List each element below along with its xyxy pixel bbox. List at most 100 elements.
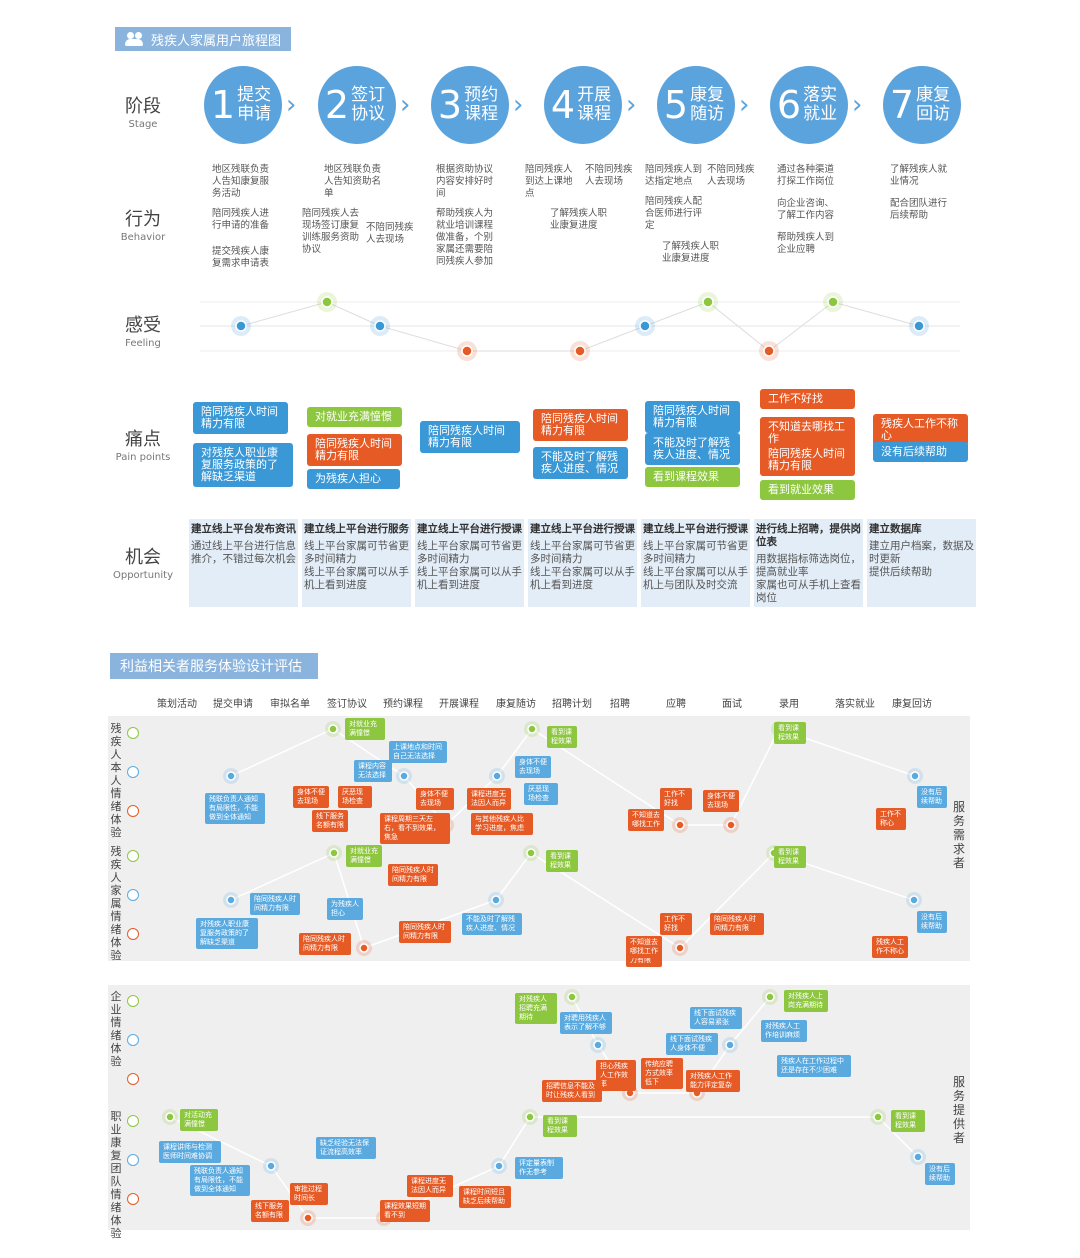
emotion-point [399,771,409,781]
emotion-note: 线下服务名额有限 [251,1200,289,1222]
emotion-note: 看到课程效果 [774,722,806,744]
behavior-text: 通过各种渠道打探工作岗位 [777,164,835,187]
eval-title: 利益相关者服务体验设计评估 [120,659,302,675]
eval-column-header: 提交申请 [213,699,253,710]
stage-name: 预约课程 [464,85,499,124]
neutral-face-icon [127,1034,139,1046]
side-label-demand: 服务需求者 [953,800,966,870]
behavior-text: 陪同残疾人配合医师进行评定 [645,196,703,231]
arrow-icon: › [400,90,411,120]
pain-point: 看到课程效果 [645,467,740,487]
emotion-note: 与其他残疾人比学习进度，焦虑 [471,813,533,835]
stage-number: 2 [324,83,350,127]
emotion-note: 工作不好找 [660,788,692,810]
pain-point: 对就业充满憧憬 [307,407,402,427]
emotion-note: 课程效果短期看不到 [380,1200,430,1222]
emotion-note: 陪同残疾人时间精力有限 [299,933,351,955]
emotion-note: 看到课程效果 [891,1110,925,1132]
emotion-note: 担心残疾人工作效率 [596,1060,636,1091]
opportunity-text: 线上平台家属可节省更多时间精力 线上平台家属可以从手机上与团队及时交流 [643,540,748,591]
stage-5: 5 康复随访 [657,66,735,144]
emotion-note: 对残疾人上岗充满期待 [784,990,828,1012]
opportunity-heading: 进行线上招聘，提供岗位表 [756,523,861,548]
feeling-point [461,345,473,357]
eval-column-header: 应聘 [666,699,686,710]
emotion-note: 看到课程效果 [774,846,806,868]
emotion-point [303,1213,313,1223]
emotion-point [593,1040,603,1050]
emotion-point [492,771,502,781]
emotion-note: 身体不便去现场 [293,786,329,808]
arrow-icon: › [286,90,297,120]
feeling-point [235,320,247,332]
emotion-point [359,943,369,953]
neutral-face-icon [127,889,139,901]
behavior-text: 陪同残疾人去现场签订康复训练服务资助协议 [302,208,360,255]
emotion-note: 课程时间短且缺乏后续帮助 [459,1186,511,1208]
arrow-icon: › [626,90,637,120]
eval-column-header: 康复回访 [892,699,932,710]
emotion-note: 为残疾人担心 [327,898,363,920]
eval-column-header: 签订协议 [327,699,367,710]
users-icon [125,32,145,46]
emotion-note: 看到课程效果 [547,726,577,748]
opportunity-heading: 建立线上平台进行服务 [304,523,409,535]
pain-point: 残疾人工作不称心 [873,414,968,446]
opportunity-text: 用数据指标筛选岗位，提高就业率 家属也可从手机上查看岗位 [756,553,861,604]
emotion-point [909,895,919,905]
emotion-note: 传统应聘方式效率低下 [641,1058,683,1089]
emotion-note: 残疾人工作不称心 [872,936,908,958]
eval-column-header: 落实就业 [835,699,875,710]
stage-name: 签订协议 [351,85,386,124]
emotion-point [725,1040,735,1050]
side-label-provider: 服务提供者 [953,1075,966,1145]
emotion-note: 线下面试残疾人容易紧张 [690,1007,742,1029]
stage-name: 落实就业 [803,85,838,124]
feeling-point [574,345,586,357]
lane-label: 残疾人家属情绪体验 [110,845,122,962]
stage-number: 5 [663,83,689,127]
emotion-note: 厌恶现场检查 [524,783,558,805]
eval-title-bar: 利益相关者服务体验设计评估 [110,653,318,679]
emotion-curve [230,851,915,949]
arrow-icon: › [852,90,863,120]
behavior-text: 根据资助协议内容安排好时间 [436,164,494,199]
emotion-note: 对残疾人工作能力评定复杂 [686,1070,740,1092]
feeling-line [240,301,920,352]
journey-title: 残疾人家属用户旅程图 [151,33,282,49]
emotion-note: 不知道去哪找工作 [626,936,662,958]
emotion-point [527,724,537,734]
emotion-note: 工作不好找 [660,913,692,935]
emotion-point [726,820,736,830]
emotion-point [913,1152,923,1162]
emotion-note: 线下面试残疾人身体不便 [666,1033,718,1055]
row-label-feeling: 感受 Feeling [125,315,161,349]
feeling-point [827,296,839,308]
emotion-point [765,992,775,1002]
emotion-note: 残联负责人通知有局限性，不能做到全体通知 [205,793,265,824]
pain-point: 工作不好找 [760,389,855,409]
stage-3: 3 预约课程 [431,66,509,144]
emotion-note: 残疾人在工作过程中还是存在不少困难 [777,1055,851,1077]
eval-column-header: 招聘 [610,699,630,710]
lane-label: 企业情绪体验 [110,990,122,1068]
pain-point: 陪同残疾人时间精力有限 [307,434,402,466]
pain-point: 陪同残疾人时间精力有限 [645,401,740,433]
row-label-pain: 痛点 Pain points [115,429,171,463]
stage-7: 7 康复回访 [883,66,961,144]
feeling-point [321,296,333,308]
behavior-text: 陪同残疾人到达指定地点 [645,164,703,187]
sad-face-icon [127,805,139,817]
behavior-text: 配合团队进行后续帮助 [890,198,948,221]
emotion-note: 课程进度无法因人而异 [407,1175,453,1197]
emotion-note: 课程进度无法因人而异 [467,788,511,810]
stage-2: 2 签订协议 [318,66,396,144]
emotion-point [266,1161,276,1171]
opportunity-card: 建立线上平台发布资讯 通过线上平台进行信息推介，不错过每次机会 [189,519,298,607]
pain-point: 看到就业效果 [760,480,855,500]
emotion-note: 看到课程效果 [546,850,578,872]
emotion-note: 看到课程效果 [543,1115,577,1137]
emotion-note: 缺乏经验无法保证流程高效率 [316,1137,376,1159]
emotion-note: 对就业充满憧憬 [346,845,382,867]
behavior-text: 提交残疾人康复需求申请表 [212,246,270,269]
